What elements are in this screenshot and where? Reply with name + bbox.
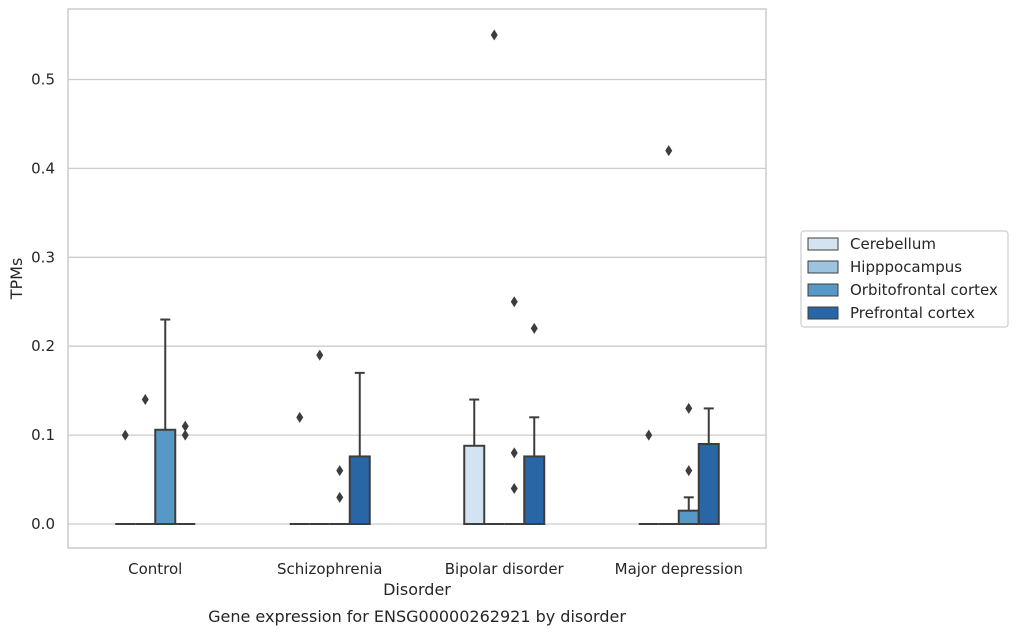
box-orbitofrontal-cortex bbox=[504, 296, 525, 525]
box-orbitofrontal-cortex bbox=[154, 318, 177, 525]
y-tick-labels: 0.0 0.1 0.2 0.3 0.4 0.5 bbox=[31, 71, 55, 534]
box-cerebellum bbox=[115, 429, 136, 525]
box bbox=[154, 428, 177, 525]
outlier-point bbox=[685, 402, 693, 414]
y-tick-label: 0.5 bbox=[31, 71, 55, 89]
box-orbitofrontal-cortex bbox=[677, 402, 700, 526]
box-hipppocampus bbox=[658, 145, 679, 525]
legend-swatch bbox=[807, 306, 839, 320]
plot-frame bbox=[67, 8, 767, 549]
y-tick-label: 0.2 bbox=[31, 337, 55, 355]
box bbox=[348, 455, 371, 526]
chart-title: Gene expression for ENSG00000262921 by d… bbox=[208, 607, 626, 626]
legend-swatch bbox=[807, 237, 839, 251]
box bbox=[463, 444, 486, 526]
x-tick-label: Schizophrenia bbox=[277, 560, 382, 578]
y-tick-label: 0.1 bbox=[31, 426, 55, 444]
outlier-point bbox=[316, 349, 324, 361]
legend-swatch bbox=[807, 283, 839, 297]
outlier-point bbox=[510, 296, 518, 308]
outlier-point bbox=[181, 429, 189, 441]
outlier-point bbox=[490, 29, 498, 41]
outlier-point bbox=[296, 411, 304, 423]
y-tick-label: 0.0 bbox=[31, 515, 55, 533]
outlier-point bbox=[530, 322, 538, 334]
box-cerebellum bbox=[463, 398, 486, 526]
outlier-point bbox=[181, 420, 189, 432]
y-axis-label: TPMs bbox=[7, 258, 26, 301]
box-orbitofrontal-cortex bbox=[329, 465, 350, 525]
y-tick-label: 0.4 bbox=[31, 159, 55, 177]
legend: Cerebellum Hipppocampus Orbitofrontal cort… bbox=[800, 230, 1009, 328]
legend-label: Hipppocampus bbox=[850, 258, 962, 276]
box-cerebellum bbox=[289, 411, 310, 525]
x-tick-label: Bipolar disorder bbox=[445, 560, 565, 578]
box bbox=[697, 442, 720, 525]
box-cerebellum bbox=[638, 429, 659, 525]
outlier-point bbox=[141, 394, 149, 406]
box-plots bbox=[115, 29, 720, 526]
x-axis-label: Disorder bbox=[383, 580, 451, 599]
box-hipppocampus bbox=[135, 394, 156, 525]
x-tick-label: Major depression bbox=[615, 560, 743, 578]
legend-label: Cerebellum bbox=[850, 235, 936, 253]
outlier-point bbox=[510, 482, 518, 494]
outlier-point bbox=[510, 447, 518, 459]
legend-swatch bbox=[807, 260, 839, 274]
legend-frame bbox=[800, 230, 1009, 328]
outlier-point bbox=[645, 429, 653, 441]
outlier-point bbox=[665, 145, 673, 157]
outlier-point bbox=[685, 465, 693, 477]
box-prefrontal-cortex bbox=[523, 322, 546, 526]
box-prefrontal-cortex bbox=[697, 407, 720, 525]
box bbox=[677, 509, 700, 526]
x-tick-label: Control bbox=[128, 560, 182, 578]
outlier-point bbox=[336, 465, 344, 477]
box-hipppocampus bbox=[484, 29, 505, 525]
box-prefrontal-cortex bbox=[175, 420, 196, 525]
legend-label: Orbitofrontal cortex bbox=[850, 281, 998, 299]
outlier-point bbox=[336, 491, 344, 503]
y-tick-label: 0.3 bbox=[31, 248, 55, 266]
box-prefrontal-cortex bbox=[348, 371, 371, 526]
x-tick-labels: Control Schizophrenia Bipolar disorder Majo… bbox=[128, 560, 743, 578]
outlier-point bbox=[121, 429, 129, 441]
box bbox=[523, 455, 546, 526]
box-hipppocampus bbox=[309, 349, 330, 525]
legend-label: Prefrontal cortex bbox=[850, 304, 975, 322]
